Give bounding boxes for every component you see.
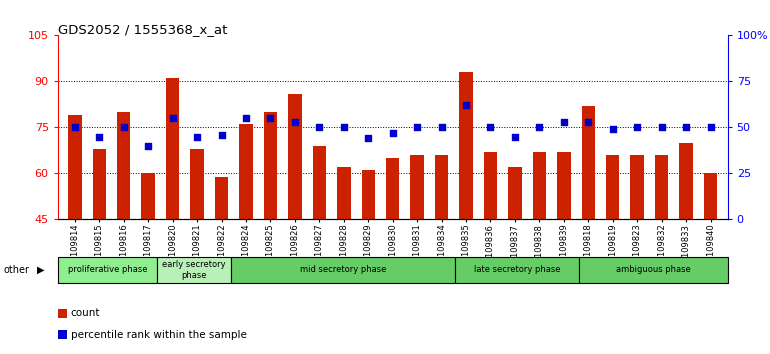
Point (216, 132, 228, 138)
Text: proliferative phase: proliferative phase (68, 266, 147, 274)
Bar (264, 112, 277, 219)
Point (509, 134, 521, 139)
Point (166, 115, 179, 121)
Point (93, 134, 105, 139)
Point (631, 125, 644, 130)
Point (582, 119, 594, 125)
Bar (58, 257, 157, 283)
Bar (166, 78, 179, 219)
Bar (288, 94, 302, 219)
Text: other: other (4, 265, 30, 275)
Point (313, 125, 326, 130)
Point (239, 115, 252, 121)
Point (484, 125, 497, 130)
Text: GDS2052 / 1555368_x_at: GDS2052 / 1555368_x_at (58, 23, 227, 36)
Bar (215, 177, 228, 219)
Point (142, 143, 154, 149)
Point (534, 125, 546, 130)
Bar (579, 257, 728, 283)
Point (655, 125, 668, 130)
Bar (631, 155, 644, 219)
Text: ambiguous phase: ambiguous phase (616, 266, 691, 274)
Point (411, 125, 424, 130)
Point (680, 125, 692, 130)
Point (436, 125, 448, 130)
Bar (704, 173, 718, 219)
Bar (337, 167, 350, 219)
Bar (557, 152, 571, 219)
Bar (460, 72, 473, 219)
Text: count: count (71, 308, 100, 318)
Point (337, 125, 350, 130)
Bar (239, 124, 253, 219)
Bar (533, 152, 546, 219)
Bar (655, 155, 668, 219)
Bar (484, 152, 497, 219)
Bar (190, 149, 204, 219)
Bar (581, 106, 595, 219)
Point (705, 125, 717, 130)
Point (69, 125, 81, 130)
Point (362, 136, 374, 141)
Bar (157, 257, 232, 283)
Text: percentile rank within the sample: percentile rank within the sample (71, 330, 246, 339)
Point (264, 115, 276, 121)
Bar (362, 170, 375, 219)
Text: mid secretory phase: mid secretory phase (300, 266, 387, 274)
Bar (68, 115, 82, 219)
Point (191, 134, 203, 139)
Bar (410, 155, 424, 219)
Bar (232, 257, 455, 283)
Bar (142, 173, 155, 219)
Bar (679, 143, 693, 219)
Bar (92, 149, 106, 219)
Point (557, 119, 570, 125)
Point (460, 103, 472, 108)
Bar (455, 257, 579, 283)
Bar (313, 146, 326, 219)
Point (118, 125, 130, 130)
Text: ▶: ▶ (37, 265, 45, 275)
Text: late secretory phase: late secretory phase (474, 266, 560, 274)
Text: early secretory
phase: early secretory phase (162, 260, 226, 280)
Bar (508, 167, 521, 219)
Bar (386, 158, 400, 219)
Point (607, 126, 619, 132)
Bar (606, 155, 619, 219)
Bar (435, 155, 448, 219)
Point (289, 119, 301, 125)
Bar (117, 112, 130, 219)
Point (387, 130, 399, 136)
